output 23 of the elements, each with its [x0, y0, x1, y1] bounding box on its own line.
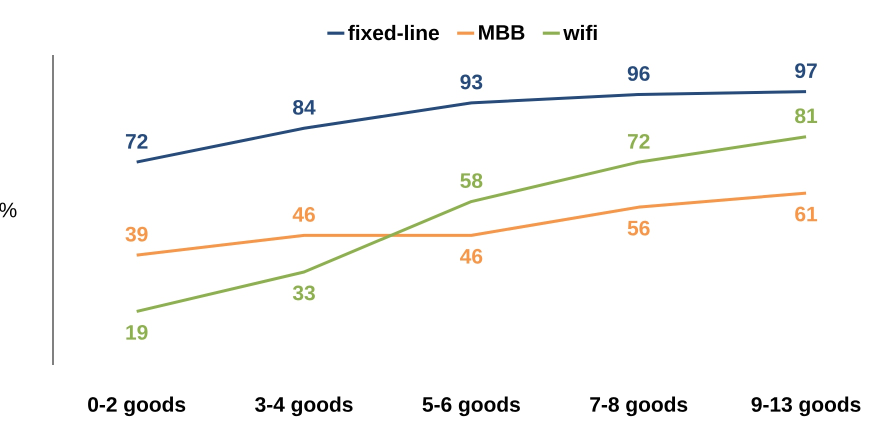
- data-label: 81: [795, 108, 818, 124]
- x-tick-label: 7-8 goods: [590, 396, 688, 416]
- data-label: 46: [292, 207, 315, 222]
- legend-label: MBB: [479, 25, 524, 40]
- x-tick-label: 5-6 goods: [422, 396, 520, 416]
- data-label: 19: [126, 324, 148, 340]
- legend-label: wifi: [563, 24, 597, 40]
- x-tick-label: 9-13 goods: [752, 396, 860, 416]
- data-label: 61: [795, 206, 818, 222]
- data-label: 39: [126, 226, 148, 242]
- legend-label: fixed-line: [348, 24, 439, 40]
- data-label: 33: [292, 286, 315, 300]
- x-tick-label: 0-2 goods: [88, 396, 186, 416]
- data-label: 72: [628, 134, 650, 149]
- data-label: 72: [126, 134, 148, 149]
- data-label: 97: [795, 63, 817, 78]
- data-label: 56: [628, 220, 650, 236]
- data-label: 46: [460, 248, 482, 264]
- x-tick-label: 3-4 goods: [255, 396, 353, 416]
- data-label: 96: [628, 66, 650, 81]
- data-label: 93: [460, 74, 482, 90]
- data-label: 84: [293, 100, 316, 115]
- data-label: 58: [460, 173, 482, 188]
